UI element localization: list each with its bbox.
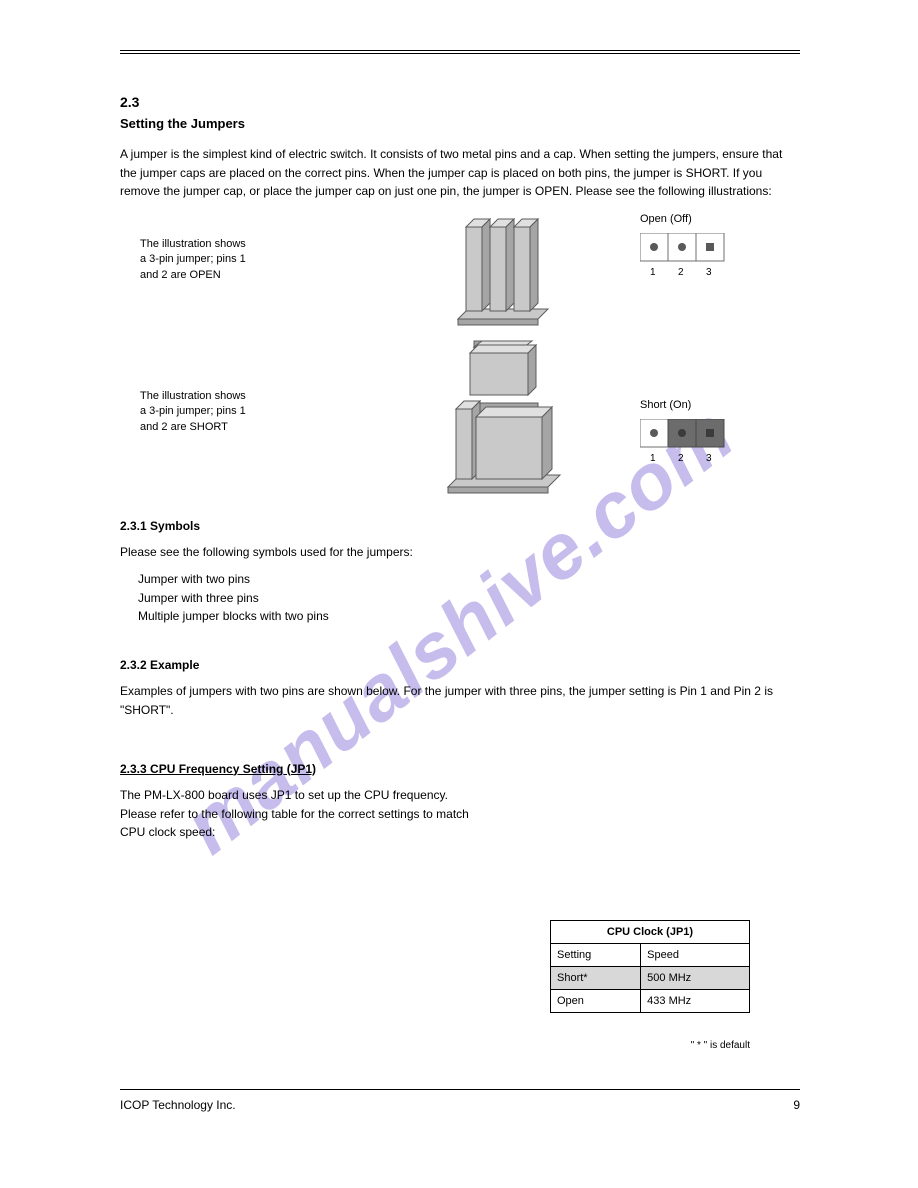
short-desc-b: a 3-pin jumper; pins 1 — [140, 405, 246, 417]
cpu-table-r1-speed: 433 MHz — [641, 990, 750, 1013]
open-pin1: 1 — [650, 267, 656, 278]
cpufreq-body: The PM-LX-800 board uses JP1 to set up t… — [120, 786, 480, 842]
open-desc-b: a 3-pin jumper; pins 1 — [140, 253, 246, 265]
top-rule — [120, 50, 800, 54]
jumper-figure: The illustration shows a 3-pin jumper; p… — [440, 209, 800, 499]
cpu-table-r0-speed: 500 MHz — [641, 967, 750, 990]
footer-left: ICOP Technology Inc. — [120, 1098, 236, 1112]
symbols-item-2: Jumper with three pins — [138, 589, 800, 608]
example-intro: Examples of jumpers with two pins are sh… — [120, 682, 800, 719]
symbols-item-1: Jumper with two pins — [138, 570, 800, 589]
symbols-list: Jumper with two pins Jumper with three p… — [138, 570, 800, 626]
cpu-table-row-1: Open 433 MHz — [551, 990, 750, 1013]
example-heading-text: 2.3.2 Example — [120, 658, 199, 672]
short-pin3: 3 — [706, 453, 712, 464]
section-intro: A jumper is the simplest kind of electri… — [120, 145, 800, 201]
cpu-table-row-0: Short* 500 MHz — [551, 967, 750, 990]
short-desc-a: The illustration shows — [140, 390, 246, 402]
cpu-table-r0-setting: Short* — [551, 967, 641, 990]
short-desc: The illustration shows a 3-pin jumper; p… — [140, 389, 300, 435]
open-3d-icon — [450, 209, 560, 329]
open-topview-icon — [640, 233, 730, 263]
short-label: Short (On) — [640, 399, 691, 411]
open-pin2: 2 — [678, 267, 684, 278]
cpu-table-note: " * " is default — [691, 1040, 750, 1051]
open-desc-c: and 2 are OPEN — [140, 269, 221, 281]
cpufreq-heading-text: 2.3.3 CPU Frequency Setting (JP1) — [120, 762, 316, 776]
page-body: 2.3 Setting the Jumpers A jumper is the … — [120, 50, 800, 1130]
example-heading: 2.3.2 Example — [120, 656, 800, 675]
cpu-table-title: CPU Clock (JP1) — [551, 921, 750, 944]
jumper-short-row: The illustration shows a 3-pin jumper; p… — [440, 339, 800, 499]
cpu-table: CPU Clock (JP1) Setting Speed Short* 500… — [550, 920, 750, 1013]
open-desc-a: The illustration shows — [140, 238, 246, 250]
open-pin3: 3 — [706, 267, 712, 278]
jumper-open-row: The illustration shows a 3-pin jumper; p… — [440, 209, 800, 339]
short-topview-icon — [640, 419, 730, 449]
section-number: 2.3 — [120, 94, 800, 110]
symbols-heading: 2.3.1 Symbols — [120, 517, 800, 536]
short-pin1: 1 — [650, 453, 656, 464]
symbols-intro: Please see the following symbols used fo… — [120, 543, 800, 562]
cpu-table-r1-setting: Open — [551, 990, 641, 1013]
symbols-item-3: Multiple jumper blocks with two pins — [138, 607, 800, 626]
cpufreq-heading: 2.3.3 CPU Frequency Setting (JP1) — [120, 760, 800, 779]
open-label: Open (Off) — [640, 213, 692, 225]
open-desc: The illustration shows a 3-pin jumper; p… — [140, 237, 300, 283]
cpu-table-col-b: Speed — [641, 944, 750, 967]
footer-rule — [120, 1089, 800, 1090]
symbols-heading-text: 2.3.1 Symbols — [120, 519, 200, 533]
footer-right: 9 — [793, 1098, 800, 1112]
cpu-table-col-a: Setting — [551, 944, 641, 967]
short-pin2: 2 — [678, 453, 684, 464]
section-title: Setting the Jumpers — [120, 116, 800, 131]
short-desc-c: and 2 are SHORT — [140, 421, 228, 433]
short-3d-icon — [440, 339, 570, 499]
